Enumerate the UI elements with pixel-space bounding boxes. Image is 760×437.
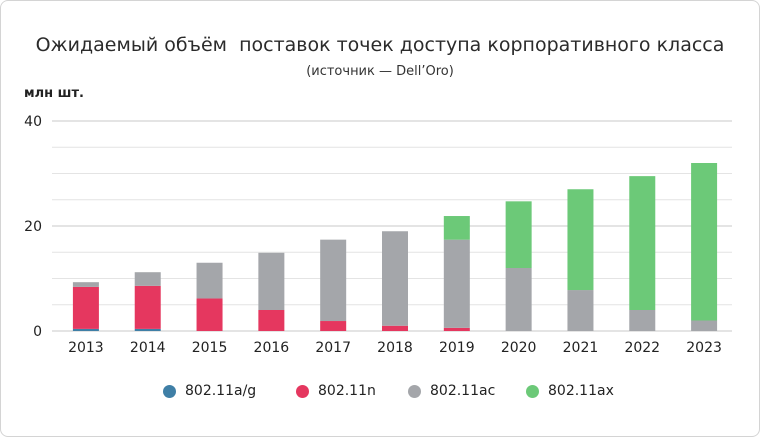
bar-segment bbox=[567, 290, 594, 331]
legend-item: 802.11ax bbox=[526, 380, 614, 402]
legend-label: 802.11ac bbox=[430, 383, 496, 399]
legend-swatch bbox=[408, 384, 421, 398]
legend-label: 802.11ax bbox=[548, 383, 614, 399]
legend-item: 802.11ac bbox=[408, 380, 495, 402]
y-tick-label: 0 bbox=[33, 324, 42, 340]
legend-label: 802.11a/g bbox=[185, 383, 257, 399]
x-tick-label: 2013 bbox=[68, 340, 104, 356]
bar-segment bbox=[443, 327, 470, 331]
bar-segment bbox=[196, 298, 223, 331]
bar-segment bbox=[505, 268, 532, 331]
bar-segment bbox=[629, 310, 656, 331]
x-tick-label: 2021 bbox=[563, 340, 599, 356]
bar-segment bbox=[629, 176, 656, 310]
bar-segment bbox=[134, 285, 161, 329]
bar-segment bbox=[72, 282, 99, 287]
bar-segment bbox=[443, 216, 470, 240]
bar-segment bbox=[691, 320, 718, 331]
x-tick-label: 2020 bbox=[501, 340, 537, 356]
chart-subtitle: (источник — Dell’Oro) bbox=[306, 64, 454, 79]
legend-item: 802.11a/g bbox=[163, 380, 256, 402]
x-tick-label: 2014 bbox=[130, 340, 166, 356]
chart-legend: 802.11a/g 802.11n 802.11ac 802.11ax bbox=[0, 380, 760, 402]
x-tick-label: 2019 bbox=[439, 340, 475, 356]
bar-segment bbox=[258, 252, 285, 310]
x-tick-label: 2022 bbox=[624, 340, 660, 356]
y-tick-label: 40 bbox=[24, 114, 42, 130]
y-tick-label: 20 bbox=[24, 219, 42, 235]
bar-segment bbox=[691, 163, 718, 321]
legend-swatch bbox=[296, 384, 309, 398]
x-tick-label: 2023 bbox=[686, 340, 722, 356]
bar-segment bbox=[134, 272, 161, 286]
y-axis-label: млн шт. bbox=[24, 86, 84, 101]
bar-segment bbox=[382, 325, 408, 331]
bar-segment bbox=[72, 286, 99, 329]
bar-segment bbox=[443, 239, 470, 328]
bar-segment bbox=[320, 321, 347, 331]
bar-segment bbox=[196, 262, 223, 299]
bar-segment bbox=[505, 201, 532, 268]
bar-segment bbox=[567, 189, 594, 291]
legend-item: 802.11n bbox=[296, 380, 376, 402]
x-tick-label: 2018 bbox=[377, 340, 413, 356]
chart-title: Ожидаемый объём поставок точек доступа к… bbox=[35, 34, 725, 56]
legend-swatch bbox=[526, 384, 539, 398]
x-tick-label: 2016 bbox=[254, 340, 290, 356]
legend-label: 802.11n bbox=[318, 383, 376, 399]
bar-segment bbox=[134, 328, 161, 331]
bar-segment bbox=[258, 310, 285, 331]
x-tick-label: 2017 bbox=[315, 340, 351, 356]
x-tick-label: 2015 bbox=[192, 340, 228, 356]
legend-swatch bbox=[163, 384, 176, 398]
bar-segment bbox=[72, 328, 99, 331]
bar-segment bbox=[320, 239, 347, 322]
bar-segment bbox=[382, 231, 408, 326]
